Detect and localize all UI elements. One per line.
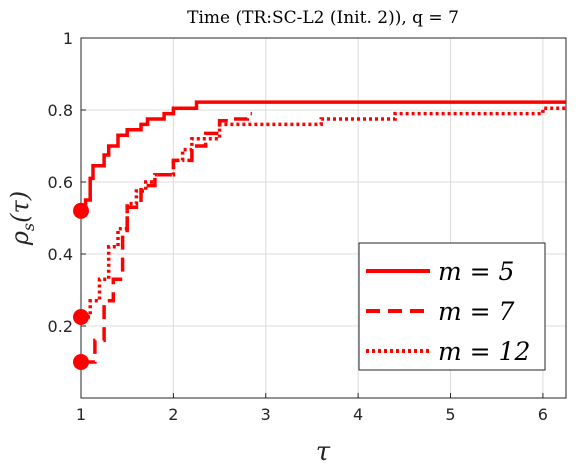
y-tick-label: 1 (63, 29, 73, 48)
legend-box (358, 242, 546, 371)
y-axis-label: ρs(τ) (6, 191, 38, 246)
legend-label-1: m = 5 (438, 257, 514, 286)
legend: m = 5 m = 7 m = 12 (358, 242, 546, 371)
x-tick-label: 1 (76, 405, 86, 424)
x-tick-label: 4 (353, 405, 363, 424)
legend-label-2: m = 7 (438, 297, 515, 326)
y-tick-label: 0.6 (48, 173, 73, 192)
x-tick-label: 3 (261, 405, 271, 424)
x-tick-label: 5 (445, 405, 455, 424)
svg-text:ρs(τ): ρs(τ) (6, 191, 38, 246)
series-line-3 (81, 106, 566, 319)
legend-label-3: m = 12 (438, 337, 530, 366)
chart-title: Time (TR:SC-L2 (Init. 2)), q = 7 (187, 8, 459, 28)
y-tick-label: 0.8 (48, 101, 73, 120)
y-tick-label: 0.2 (48, 317, 73, 336)
series-line-1 (81, 100, 566, 213)
x-axis-ticks: 1 2 3 4 5 6 (76, 393, 548, 424)
series-start-marker-1 (73, 202, 89, 219)
series-start-marker-2 (73, 354, 89, 370)
x-tick-label: 2 (168, 405, 178, 424)
series-start-marker-3 (73, 309, 89, 325)
y-tick-label: 0.4 (48, 245, 73, 264)
x-tick-label: 6 (538, 405, 548, 424)
x-axis-label: τ (316, 437, 331, 467)
data-series (73, 100, 566, 370)
y-axis-ticks: 0.2 0.4 0.6 0.8 1 (48, 29, 86, 336)
